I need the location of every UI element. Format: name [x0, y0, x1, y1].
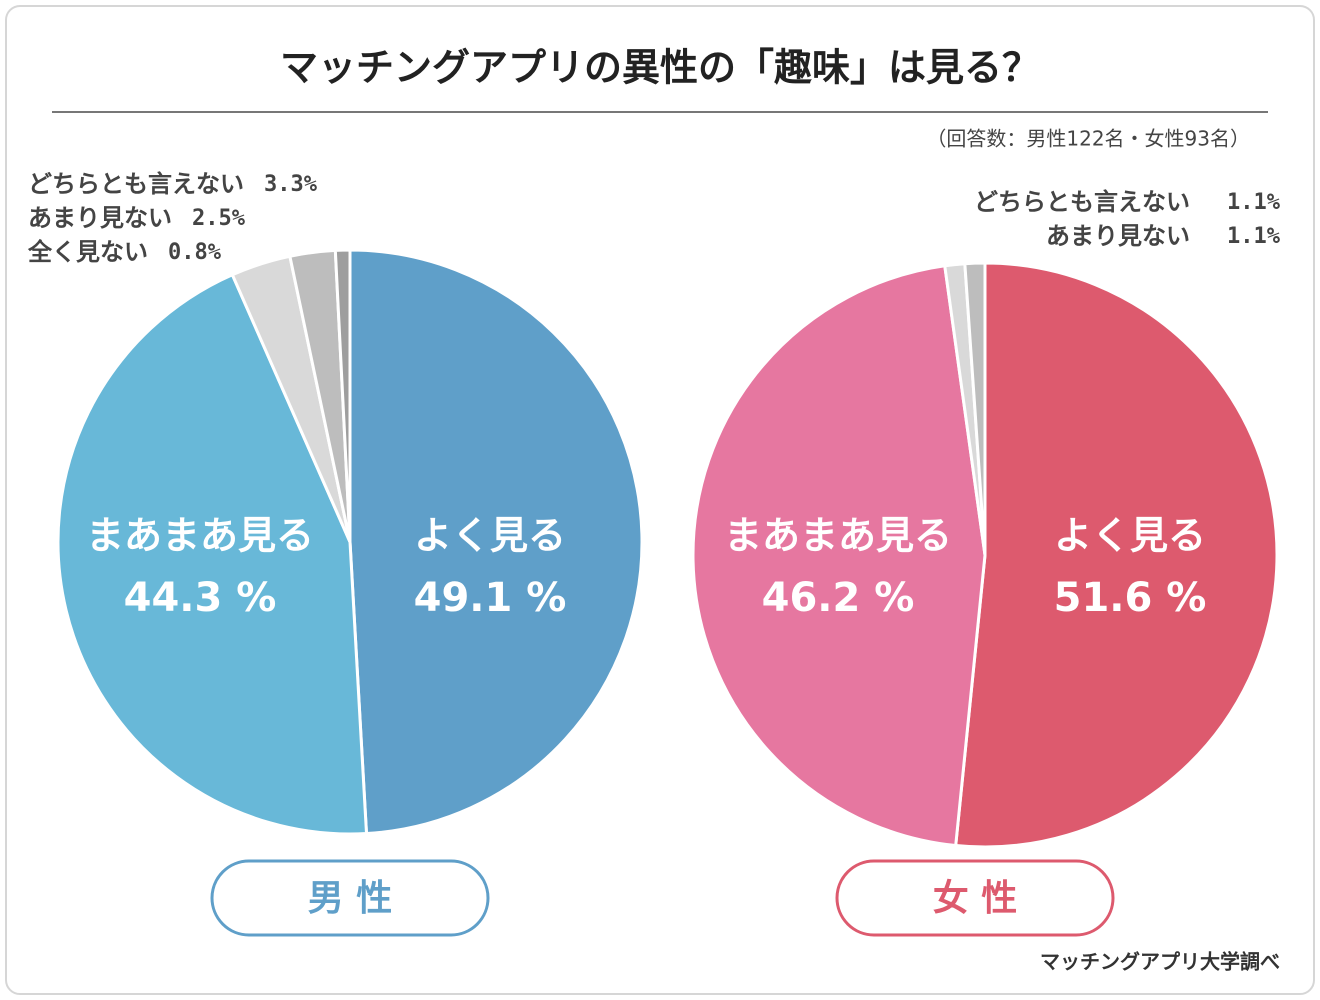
outside-value: 1.1% — [1227, 224, 1281, 249]
outside-category: どちらとも言えない — [974, 188, 1190, 216]
pie-slice — [348, 248, 644, 836]
outside-value: 0.8% — [168, 240, 222, 265]
outside-value: 1.1% — [1227, 190, 1281, 215]
chart-title-pill — [835, 859, 1115, 937]
outside-category: あまり見ない — [1046, 222, 1190, 250]
slice-category: まあまあ見る — [724, 514, 952, 558]
pie-slice — [56, 272, 369, 836]
slice-value: 51.6 % — [1054, 575, 1207, 621]
slice-value: 46.2 % — [762, 575, 915, 621]
pie-slice — [691, 264, 987, 848]
outside-value: 3.3% — [264, 172, 318, 197]
slice-value: 49.1 % — [414, 575, 567, 621]
pie-slice — [333, 248, 352, 543]
outside-category: 全く見ない — [27, 238, 148, 266]
chart-title: 女 性 — [933, 878, 1018, 919]
slice-value: 44.3 % — [124, 575, 277, 621]
slice-category: まあまあ見る — [86, 514, 314, 558]
pie-slice — [954, 261, 1279, 849]
chart-title-pill — [210, 859, 490, 937]
slice-category: よく見る — [414, 514, 566, 558]
pie-slice — [963, 261, 987, 556]
outside-category: どちらとも言えない — [28, 170, 244, 198]
source: マッチングアプリ大学調べ — [1040, 950, 1280, 974]
outside-category: あまり見ない — [28, 204, 172, 232]
slice-category: よく見る — [1054, 514, 1206, 558]
chart-title: 男 性 — [308, 878, 393, 919]
outside-value: 2.5% — [192, 206, 246, 231]
page-title: マッチングアプリの異性の「趣味」は見る？ — [280, 46, 1040, 90]
subtitle: （回答数：男性122名・女性93名） — [926, 127, 1250, 151]
